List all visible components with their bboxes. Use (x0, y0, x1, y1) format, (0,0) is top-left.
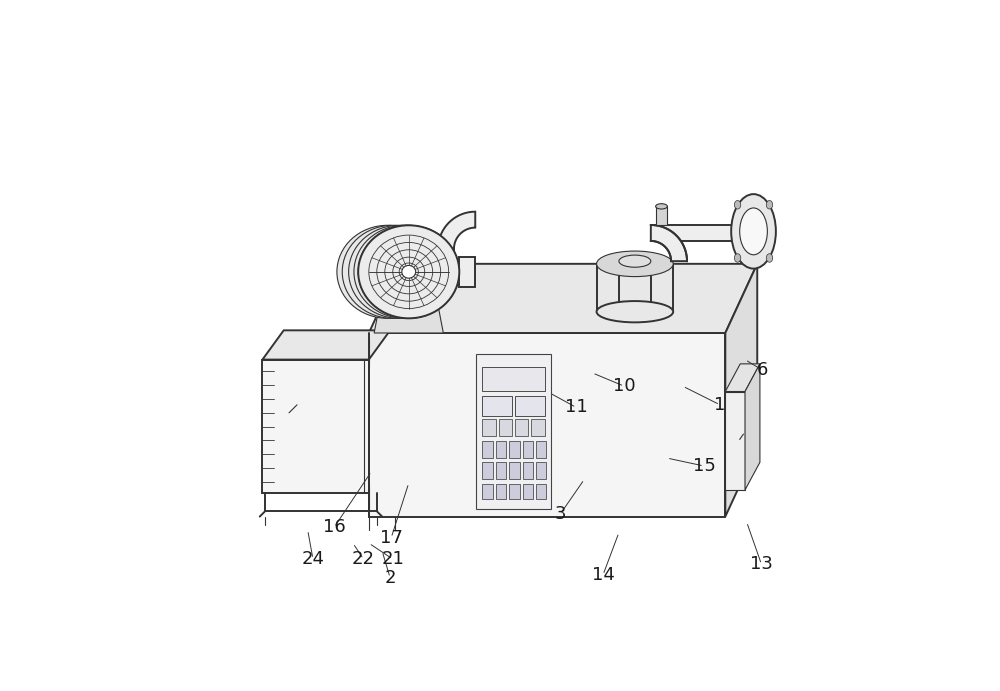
Ellipse shape (597, 251, 673, 276)
Ellipse shape (740, 208, 767, 255)
Text: 16: 16 (323, 518, 346, 536)
Polygon shape (725, 264, 757, 517)
Polygon shape (369, 333, 725, 517)
Polygon shape (369, 264, 757, 333)
Polygon shape (438, 211, 475, 249)
Polygon shape (509, 441, 520, 457)
Polygon shape (651, 225, 687, 261)
Polygon shape (725, 392, 745, 490)
Polygon shape (509, 462, 520, 480)
Polygon shape (523, 441, 533, 457)
Ellipse shape (731, 194, 776, 269)
Text: 2: 2 (384, 569, 396, 587)
Ellipse shape (734, 200, 741, 209)
Polygon shape (523, 462, 533, 480)
Polygon shape (509, 484, 520, 500)
Polygon shape (745, 364, 760, 490)
Text: 12: 12 (506, 425, 529, 443)
Ellipse shape (402, 265, 416, 278)
Polygon shape (482, 367, 545, 391)
Polygon shape (496, 441, 506, 457)
Text: 14: 14 (592, 566, 614, 584)
Polygon shape (438, 249, 454, 264)
Text: 6: 6 (757, 361, 768, 379)
Ellipse shape (354, 225, 455, 319)
Polygon shape (262, 359, 369, 493)
Polygon shape (496, 484, 506, 500)
Polygon shape (482, 441, 493, 457)
Text: 10: 10 (613, 377, 636, 395)
Polygon shape (262, 330, 390, 359)
Ellipse shape (597, 301, 673, 322)
Polygon shape (374, 292, 443, 333)
Text: 11: 11 (565, 399, 588, 417)
Ellipse shape (349, 225, 450, 319)
Ellipse shape (358, 225, 459, 319)
Polygon shape (536, 484, 546, 500)
Polygon shape (656, 207, 667, 225)
Ellipse shape (656, 204, 667, 209)
Text: 13: 13 (750, 556, 773, 574)
Polygon shape (536, 441, 546, 457)
Polygon shape (459, 257, 475, 287)
Ellipse shape (358, 225, 459, 319)
Text: 17: 17 (380, 529, 403, 547)
Polygon shape (482, 419, 496, 436)
Polygon shape (482, 396, 512, 416)
Text: 3: 3 (555, 505, 566, 523)
Polygon shape (531, 419, 545, 436)
Ellipse shape (766, 254, 773, 262)
Ellipse shape (619, 255, 651, 267)
Polygon shape (523, 484, 533, 500)
Ellipse shape (734, 254, 741, 262)
Polygon shape (476, 354, 551, 509)
Text: 22: 22 (352, 550, 375, 568)
Polygon shape (515, 419, 528, 436)
Polygon shape (499, 419, 512, 436)
Polygon shape (725, 364, 760, 392)
Polygon shape (536, 462, 546, 480)
Ellipse shape (342, 225, 443, 319)
Ellipse shape (766, 200, 773, 209)
Text: 24: 24 (301, 550, 324, 568)
Ellipse shape (337, 225, 438, 319)
Ellipse shape (438, 259, 454, 269)
Polygon shape (482, 462, 493, 480)
Text: 21: 21 (381, 550, 404, 568)
Polygon shape (515, 396, 545, 416)
Text: 1: 1 (714, 396, 726, 414)
Text: 15: 15 (693, 457, 715, 475)
Polygon shape (496, 462, 506, 480)
Polygon shape (651, 225, 751, 241)
Polygon shape (482, 484, 493, 500)
